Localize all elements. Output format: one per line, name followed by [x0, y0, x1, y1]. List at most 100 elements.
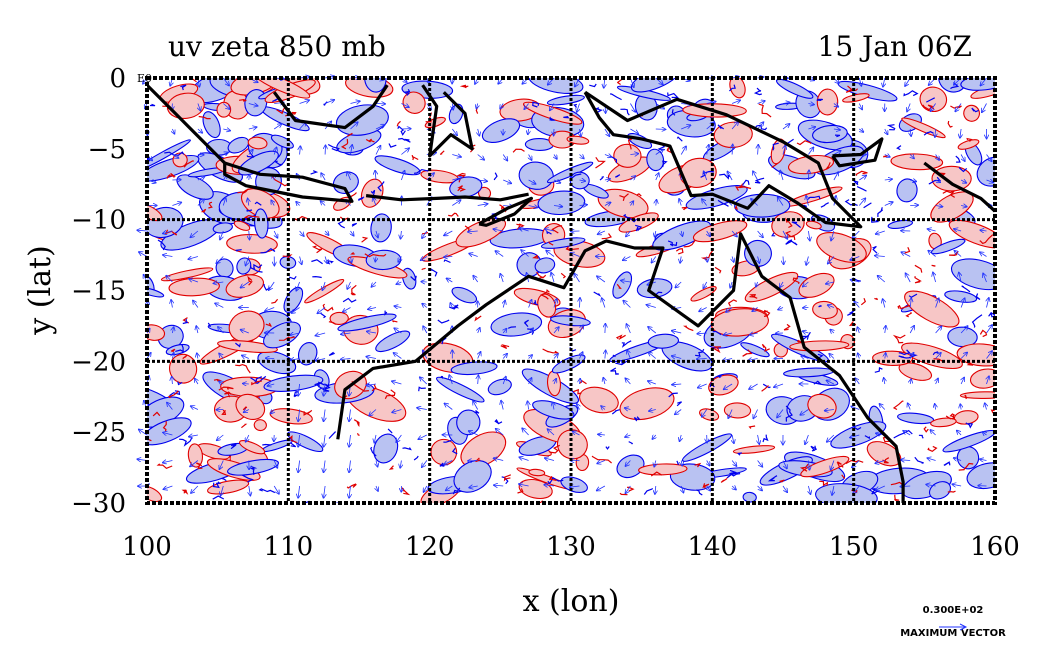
wind-vector — [604, 202, 611, 205]
wind-vector — [167, 403, 173, 410]
wind-vector — [954, 229, 962, 231]
wind-vector — [649, 410, 656, 412]
vorticity-contour — [886, 124, 896, 131]
wind-vector — [444, 460, 453, 465]
vorticity-contour — [734, 205, 738, 210]
wind-vector — [529, 355, 533, 359]
wind-vector — [163, 433, 173, 436]
vorticity-contour — [549, 444, 560, 454]
wind-vector — [197, 129, 202, 133]
wind-vector — [803, 281, 809, 287]
positive-vorticity-region — [247, 136, 268, 150]
vorticity-contour — [320, 312, 327, 319]
wind-vector — [697, 359, 707, 360]
y-tick-label: −20 — [71, 347, 126, 377]
wind-vector — [853, 485, 860, 494]
wind-vector — [468, 231, 478, 232]
wind-vector — [961, 378, 964, 385]
wind-vector — [376, 230, 378, 238]
vorticity-contour — [620, 108, 630, 116]
vorticity-contour — [387, 428, 393, 434]
wind-vector — [503, 179, 511, 183]
wind-vector — [163, 255, 173, 257]
wind-vector — [732, 486, 736, 490]
wind-vector — [885, 326, 886, 334]
wind-vector — [500, 103, 503, 109]
wind-vector — [394, 328, 402, 334]
vorticity-contour — [448, 304, 460, 310]
vorticity-contour — [411, 154, 419, 161]
vorticity-contour — [853, 180, 859, 186]
vorticity-contour — [278, 336, 297, 341]
vorticity-contour — [177, 381, 183, 386]
vorticity-contour — [785, 217, 793, 229]
vorticity-contour — [748, 425, 756, 429]
wind-vector — [477, 180, 487, 181]
wind-vector — [529, 300, 532, 308]
wind-vector — [573, 431, 580, 436]
x-tick-label: 110 — [264, 532, 314, 562]
wind-vector — [529, 378, 532, 385]
wind-vector — [554, 155, 557, 159]
wind-vector — [910, 353, 913, 359]
wind-vector — [494, 458, 504, 460]
negative-vorticity-region — [546, 94, 585, 106]
wind-vector — [139, 252, 148, 257]
wind-vector — [271, 200, 274, 206]
vorticity-contour — [882, 457, 890, 464]
vorticity-contour — [147, 438, 152, 442]
wind-vector — [298, 485, 300, 498]
wind-vector — [351, 256, 352, 263]
positive-vorticity-region — [226, 234, 278, 254]
vorticity-contour — [356, 432, 360, 436]
wind-vector — [960, 326, 968, 334]
vorticity-contour — [942, 190, 956, 198]
wind-vector — [808, 127, 815, 129]
wind-vector — [778, 197, 784, 206]
vorticity-contour — [265, 322, 272, 328]
wind-vector — [198, 103, 201, 111]
wind-vector — [349, 434, 351, 447]
wind-vector — [321, 201, 326, 206]
wind-vector — [444, 403, 453, 410]
positive-vorticity-region — [269, 408, 313, 425]
positive-vorticity-region — [187, 443, 204, 468]
vorticity-contour — [601, 233, 612, 240]
y-tick-label: −15 — [71, 277, 126, 307]
wind-vector — [503, 354, 507, 359]
vorticity-contour — [591, 455, 612, 464]
vorticity-contour — [200, 208, 207, 213]
wind-vector — [451, 128, 457, 135]
wind-vector — [648, 327, 657, 334]
wind-vector — [782, 460, 787, 469]
wind-vector — [597, 276, 606, 283]
vorticity-contour — [246, 154, 255, 158]
wind-vector — [172, 155, 178, 159]
wind-vector — [446, 485, 453, 490]
vorticity-contour — [914, 276, 922, 284]
wind-vector — [554, 299, 557, 308]
vorticity-contour — [322, 303, 334, 312]
vorticity-contour — [182, 354, 188, 360]
wind-vector — [394, 306, 402, 307]
vorticity-contour — [180, 84, 187, 91]
wind-vector — [808, 104, 814, 105]
wind-vector — [651, 256, 657, 263]
wind-vector — [274, 460, 277, 468]
wind-vector — [473, 401, 479, 410]
wind-vector — [298, 409, 300, 422]
vorticity-contour — [540, 289, 550, 300]
wind-vector — [876, 231, 885, 234]
wind-vector — [401, 171, 404, 181]
vorticity-contour — [198, 115, 211, 120]
vorticity-contour — [337, 220, 345, 229]
wind-vector — [855, 378, 860, 385]
vorticity-contour — [262, 443, 272, 446]
vorticity-contour — [196, 462, 203, 470]
positive-vorticity-region — [228, 310, 265, 343]
wind-vector — [828, 256, 835, 264]
wind-vector — [396, 434, 402, 442]
wind-vector — [551, 273, 554, 283]
vorticity-contour — [532, 254, 539, 259]
wind-vector — [782, 485, 787, 492]
